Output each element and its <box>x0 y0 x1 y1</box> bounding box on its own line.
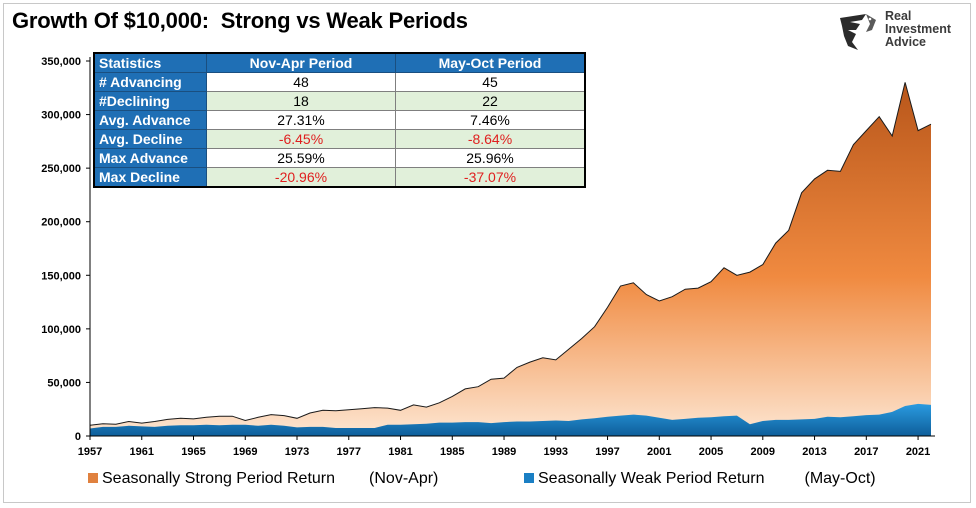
cell-nov-apr: -6.45% <box>206 129 396 149</box>
logo-line-3: Advice <box>885 35 926 49</box>
table-row: Avg. Decline -6.45% -8.64% <box>93 129 586 149</box>
row-label: Avg. Decline <box>93 129 207 149</box>
chart-title: Growth Of $10,000: Strong vs Weak Period… <box>12 8 468 33</box>
cell-nov-apr: 18 <box>206 91 396 111</box>
row-label: #Declining <box>93 91 207 111</box>
legend-swatch-strong <box>88 473 98 483</box>
x-tick-label: 1985 <box>440 446 464 458</box>
cell-may-oct: 45 <box>395 72 586 92</box>
brand-logo: Real Investment Advice <box>836 10 966 54</box>
y-tick-label: 250,000 <box>41 163 81 175</box>
cell-may-oct: -8.64% <box>395 129 586 149</box>
x-tick-label: 1973 <box>285 446 309 458</box>
table-header-row: Statistics Nov-Apr Period May-Oct Period <box>93 52 586 73</box>
table-row: Avg. Advance 27.31% 7.46% <box>93 110 586 130</box>
x-tick-label: 1957 <box>78 446 102 458</box>
series-strong-area <box>90 82 931 437</box>
table-row: # Advancing 48 45 <box>93 72 586 92</box>
y-tick-label: 0 <box>75 431 81 443</box>
row-label: Avg. Advance <box>93 110 207 130</box>
header-nov-apr: Nov-Apr Period <box>206 52 396 73</box>
cell-nov-apr: 25.59% <box>206 148 396 168</box>
legend-strong-period: (Nov-Apr) <box>369 470 439 487</box>
x-tick-label: 2001 <box>647 446 671 458</box>
legend-strong-label: Seasonally Strong Period Return <box>102 470 336 487</box>
x-tick-label: 1993 <box>544 446 568 458</box>
x-tick-label: 1969 <box>233 446 257 458</box>
legend-weak-period: (May-Oct) <box>804 470 876 487</box>
legend-swatch-weak <box>524 473 534 483</box>
y-tick-label: 300,000 <box>41 110 81 122</box>
cell-nov-apr: 48 <box>206 72 396 92</box>
cell-may-oct: 25.96% <box>395 148 586 168</box>
table-row: Max Decline -20.96% -37.07% <box>93 167 586 188</box>
x-tick-label: 2021 <box>906 446 930 458</box>
header-statistics: Statistics <box>93 52 207 73</box>
x-tick-label: 2013 <box>802 446 826 458</box>
x-tick-label: 1961 <box>130 446 154 458</box>
y-tick-label: 100,000 <box>41 324 81 336</box>
logo-line-2: Investment <box>885 22 951 36</box>
logo-text: Real Investment Advice <box>885 10 951 49</box>
y-tick-label: 350,000 <box>41 56 81 68</box>
cell-nov-apr: 27.31% <box>206 110 396 130</box>
x-tick-label: 1981 <box>388 446 412 458</box>
row-label: # Advancing <box>93 72 207 92</box>
logo-line-1: Real <box>885 9 912 23</box>
cell-nov-apr: -20.96% <box>206 167 396 188</box>
y-tick-label: 50,000 <box>47 377 81 389</box>
row-label: Max Advance <box>93 148 207 168</box>
statistics-table: Statistics Nov-Apr Period May-Oct Period… <box>93 52 586 188</box>
legend-weak: Seasonally Weak Period Return (May-Oct) <box>524 470 876 488</box>
x-tick-label: 1977 <box>337 446 361 458</box>
cell-may-oct: -37.07% <box>395 167 586 188</box>
x-tick-label: 2005 <box>699 446 723 458</box>
table-row: Max Advance 25.59% 25.96% <box>93 148 586 168</box>
cell-may-oct: 7.46% <box>395 110 586 130</box>
table-row: #Declining 18 22 <box>93 91 586 111</box>
y-tick-label: 150,000 <box>41 270 81 282</box>
cell-may-oct: 22 <box>395 91 586 111</box>
x-tick-label: 1997 <box>595 446 619 458</box>
series-weak-area <box>90 403 931 436</box>
y-tick-label: 200,000 <box>41 217 81 229</box>
row-label: Max Decline <box>93 167 207 188</box>
header-may-oct: May-Oct Period <box>395 52 586 73</box>
series-strong-line <box>89 82 932 426</box>
x-tick-label: 2017 <box>854 446 878 458</box>
legend-weak-label: Seasonally Weak Period Return <box>538 470 765 487</box>
x-tick-label: 2009 <box>751 446 775 458</box>
eagle-icon <box>840 14 876 50</box>
x-tick-label: 1965 <box>181 446 205 458</box>
legend-strong: Seasonally Strong Period Return (Nov-Apr) <box>88 470 438 488</box>
x-tick-label: 1989 <box>492 446 516 458</box>
